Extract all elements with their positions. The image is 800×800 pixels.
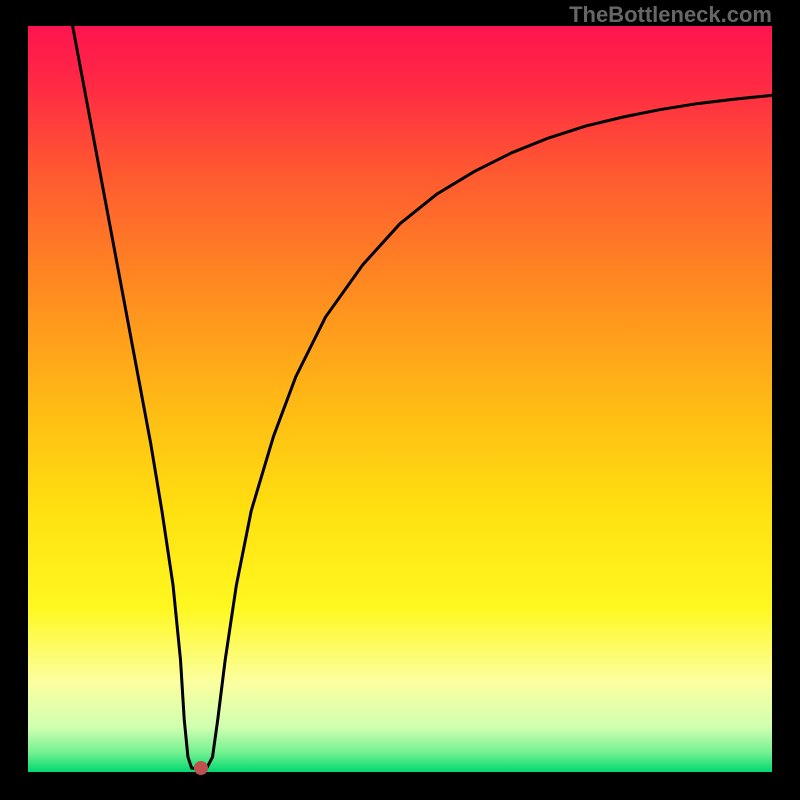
bottleneck-chart: TheBottleneck.com [0, 0, 800, 800]
optimum-marker [194, 761, 208, 775]
plot-area [28, 26, 772, 772]
bottleneck-curve [73, 26, 772, 768]
curve-layer [28, 26, 772, 772]
watermark-text: TheBottleneck.com [569, 2, 772, 28]
